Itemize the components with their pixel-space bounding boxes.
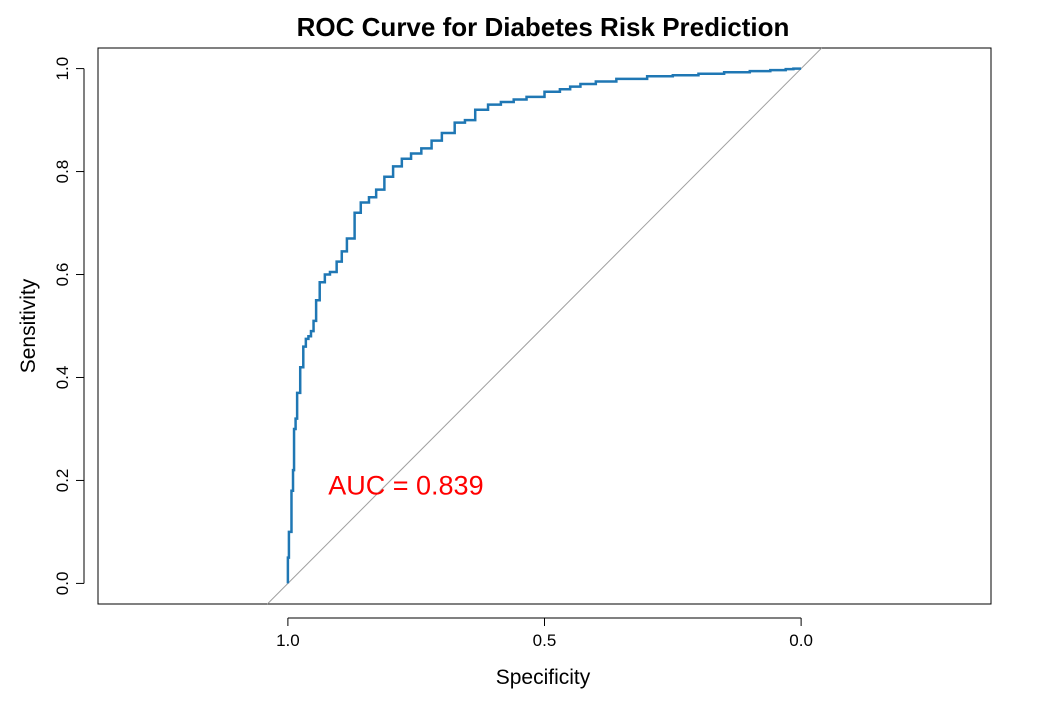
plot-frame	[97, 47, 992, 605]
x-tick-label: 0.0	[789, 631, 813, 650]
reference-diagonal-layer	[267, 47, 822, 605]
x-tick-label: 1.0	[276, 631, 300, 650]
y-tick-label: 1.0	[53, 57, 72, 81]
x-axis-label: Specificity	[496, 666, 591, 689]
roc-curve-series-0	[286, 67, 802, 584]
y-tick-label: 0.2	[53, 469, 72, 493]
y-tick-label: 0.6	[53, 263, 72, 287]
auc-annotation: AUC = 0.839	[328, 471, 483, 501]
y-tick-label: 0.4	[53, 366, 72, 390]
chart-title: ROC Curve for Diabetes Risk Prediction	[297, 12, 790, 42]
x-tick-label: 0.5	[533, 631, 557, 650]
x-axis: 1.0 0.5 0.0	[276, 617, 813, 650]
reference-diagonal-line	[267, 47, 822, 605]
y-axis: 0.0 0.2 0.4 0.6 0.8 1.0	[53, 57, 85, 596]
y-tick-label: 0.0	[53, 572, 72, 596]
y-tick-label: 0.8	[53, 160, 72, 184]
y-axis-label: Sensitivity	[17, 278, 40, 373]
roc-curve-layer	[286, 67, 802, 584]
